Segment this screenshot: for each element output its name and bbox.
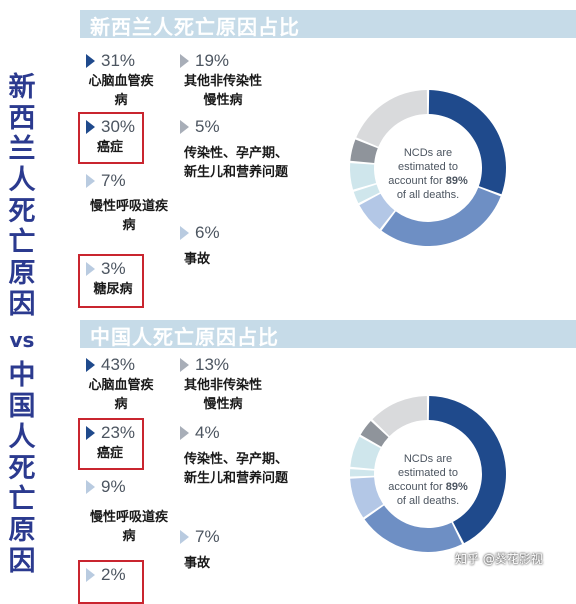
cn-center-line4: of all deaths. (397, 495, 459, 507)
nz-label-other-ncd: 其他非传染性慢性病 (183, 74, 262, 108)
arrow-icon (180, 530, 189, 544)
cn-pct-communicable: 4% (195, 423, 220, 442)
nz-pct-respiratory: 7% (101, 171, 126, 190)
cn-item-other-ncd: 13% 其他非传染性慢性病 (180, 354, 280, 414)
nz-pct-communicable: 5% (195, 117, 220, 136)
cn-slice-cardio (428, 396, 506, 544)
nz-slice-accident (350, 163, 377, 190)
nz-slice-respiratory (359, 193, 395, 230)
nz-pct-accident: 6% (195, 223, 220, 242)
cn-item-cardio: 43% 心脑血管疾病 (86, 354, 176, 414)
arrow-icon (86, 54, 95, 68)
cn-title: 中国人死亡原因占比 (90, 325, 279, 349)
nz-slice-other-ncd (356, 90, 428, 147)
cn-donut-chart: NCDs are estimated to account for 89% of… (350, 396, 506, 552)
cn-center-line1: NCDs are (404, 453, 452, 465)
nz-item-accident: 6% 事故 (180, 222, 250, 269)
nz-header: 新西兰人死亡原因占比 (80, 10, 576, 39)
cn-pct-cardio: 43% (101, 355, 136, 374)
cn-section: 中国人死亡原因占比 43% 心脑血管疾病 23% 癌症 9% 慢性呼吸道疾病 2… (78, 320, 576, 604)
cn-pct-accident: 7% (195, 527, 220, 546)
nz-item-respiratory: 7% 慢性呼吸道疾病 (86, 170, 186, 235)
arrow-icon (86, 480, 95, 494)
cn-pct-respiratory: 9% (101, 477, 126, 496)
cn-highlight-cancer (78, 418, 144, 470)
arrow-icon (180, 54, 189, 68)
cn-item-respiratory: 9% 慢性呼吸道疾病 (86, 476, 186, 546)
side-title-vs: vs (9, 328, 35, 352)
nz-slice-cardio (428, 90, 506, 195)
cn-label-accident: 事故 (183, 556, 210, 571)
watermark: 知乎 @葵花影视 (455, 552, 543, 566)
cn-center-line2: estimated to (398, 467, 458, 479)
nz-highlight-diabetes (78, 254, 144, 308)
nz-donut-chart: NCDs are estimated to account for 89% of… (350, 90, 506, 246)
side-title: 新西兰人死亡原因 vs 中国人死亡原因 (8, 72, 36, 577)
cn-item-diabetes: 2% (86, 564, 146, 586)
nz-item-other-ncd: 19% 其他非传染性慢性病 (180, 50, 280, 110)
nz-pct-cancer: 30% (101, 117, 136, 136)
nz-center-line3-prefix: account for (388, 175, 443, 187)
cn-pct-other-ncd: 13% (195, 355, 230, 374)
nz-pct-other-ncd: 19% (195, 51, 230, 70)
nz-item-communicable: 5% 传染性、孕产期、新生儿和营养问题 (180, 116, 295, 182)
cn-pct-diabetes: 2% (101, 565, 126, 584)
cn-label-cardio: 心脑血管疾病 (88, 378, 154, 412)
nz-label-accident: 事故 (183, 252, 210, 267)
side-title-line2: 中国人死亡原因 (8, 360, 36, 577)
nz-item-diabetes: 3% 糖尿病 (86, 258, 146, 299)
arrow-icon (86, 426, 95, 440)
nz-highlight-cancer (78, 112, 144, 164)
nz-label-communicable: 传染性、孕产期、新生儿和营养问题 (183, 146, 288, 180)
cn-slice-accident (350, 436, 381, 469)
nz-label-cancer: 癌症 (96, 140, 123, 155)
nz-center-line4: of all deaths. (397, 189, 459, 201)
nz-label-diabetes: 糖尿病 (93, 282, 133, 297)
nz-item-cancer: 30% 癌症 (86, 116, 146, 157)
arrow-icon (86, 358, 95, 372)
nz-slice-communicable (350, 139, 378, 163)
arrow-icon (180, 358, 189, 372)
cn-header: 中国人死亡原因占比 (80, 320, 576, 349)
arrow-icon (180, 226, 189, 240)
nz-title: 新西兰人死亡原因占比 (90, 15, 300, 39)
arrow-icon (86, 120, 95, 134)
side-title-line1: 新西兰人死亡原因 (8, 72, 36, 320)
cn-slice-diabetes (350, 469, 375, 477)
cn-center-line3: account for 89% (388, 481, 468, 493)
nz-slice-diabetes (353, 184, 380, 204)
nz-pct-cardio: 31% (101, 51, 136, 70)
nz-center-line2: estimated to (398, 161, 458, 173)
cn-label-communicable: 传染性、孕产期、新生儿和营养问题 (183, 452, 288, 486)
arrow-icon (86, 568, 95, 582)
cn-slice-communicable (360, 420, 389, 447)
cn-slice-cancer (364, 505, 463, 552)
nz-slice-cancer (381, 187, 501, 246)
nz-item-cardio: 31% 心脑血管疾病 (86, 50, 176, 110)
cn-label-other-ncd: 其他非传染性慢性病 (183, 378, 262, 412)
cn-label-respiratory: 慢性呼吸道疾病 (89, 510, 168, 544)
nz-label-respiratory: 慢性呼吸道疾病 (89, 199, 168, 233)
nz-center-line3-bold: 89% (446, 175, 468, 187)
arrow-icon (86, 262, 95, 276)
cn-label-cancer: 癌症 (96, 446, 123, 461)
cn-item-communicable: 4% 传染性、孕产期、新生儿和营养问题 (180, 422, 295, 488)
nz-center-line1: NCDs are (404, 147, 452, 159)
cn-slice-respiratory (350, 477, 384, 518)
cn-item-cancer: 23% 癌症 (86, 422, 146, 463)
cn-item-accident: 7% 事故 (180, 526, 250, 573)
arrow-icon (180, 120, 189, 134)
arrow-icon (86, 174, 95, 188)
cn-center-line3-bold: 89% (446, 481, 468, 493)
nz-center-line3: account for 89% (388, 175, 468, 187)
nz-pct-diabetes: 3% (101, 259, 126, 278)
cn-slice-other-ncd (372, 396, 428, 437)
nz-section: 新西兰人死亡原因占比 31% 心脑血管疾病 30% 癌症 7% 慢性呼吸道疾病 … (78, 10, 576, 310)
nz-label-cardio: 心脑血管疾病 (88, 74, 154, 108)
cn-center-line3-prefix: account for (388, 481, 443, 493)
cn-pct-cancer: 23% (101, 423, 136, 442)
arrow-icon (180, 426, 189, 440)
